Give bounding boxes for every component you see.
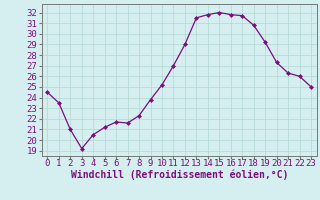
X-axis label: Windchill (Refroidissement éolien,°C): Windchill (Refroidissement éolien,°C) [70, 169, 288, 180]
